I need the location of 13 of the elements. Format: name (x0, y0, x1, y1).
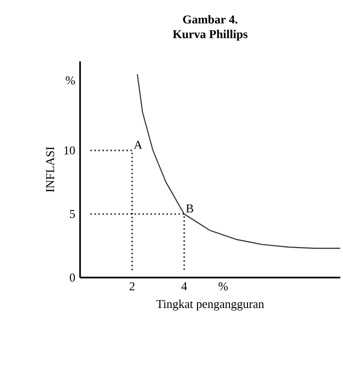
annotation: B (186, 204, 194, 212)
annotation: A (134, 140, 142, 149)
x-tick-label: 2 (130, 282, 134, 290)
y-tick-label: 10 (64, 146, 75, 154)
x-axis-title: Tingkat pengangguran (156, 300, 264, 311)
y-tick-label: 0 (70, 274, 75, 282)
y-axis-title: INFLASI (46, 146, 54, 192)
chart-title: Gambar 4. (183, 15, 238, 24)
x-tick-label: 4 (181, 282, 187, 290)
chart-subtitle: Kurva Phillips (172, 30, 248, 41)
y-tick-label: 5 (70, 210, 75, 218)
x-tick-label: % (218, 282, 228, 290)
y-tick-label: % (66, 76, 75, 85)
